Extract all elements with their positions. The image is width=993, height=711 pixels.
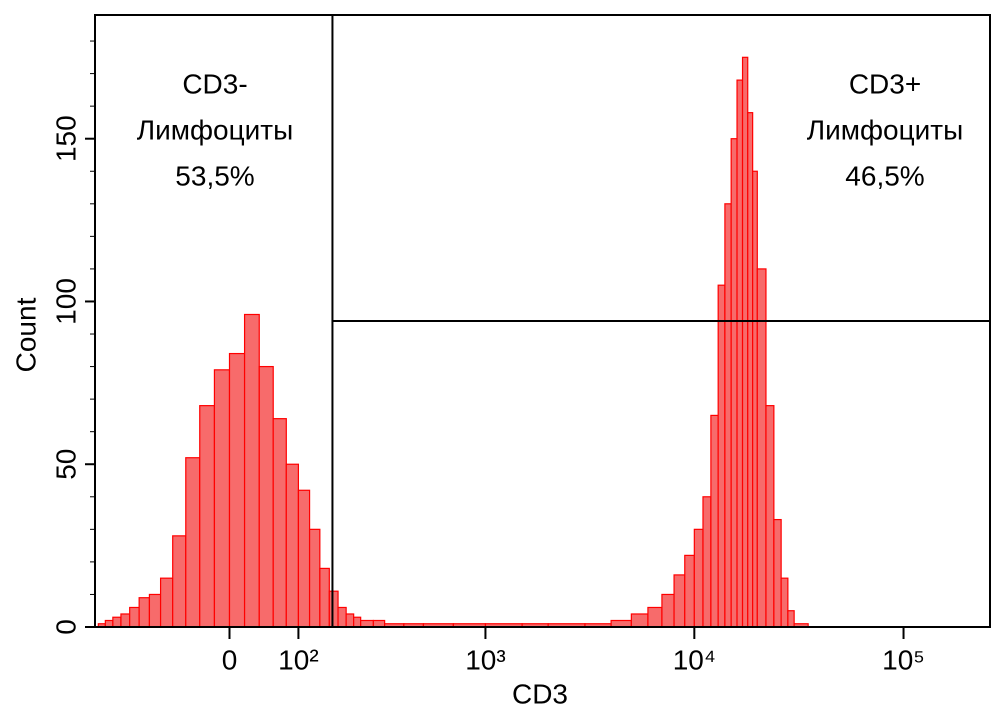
bar (730, 138, 738, 628)
annotation: Лимфоциты (137, 114, 294, 145)
y-axis-label: Count (10, 297, 41, 372)
y-tick-label: 150 (50, 115, 81, 162)
annotation: 53,5% (175, 160, 254, 191)
bar (661, 593, 675, 628)
bar (353, 616, 362, 628)
x-axis-label: CD3 (512, 678, 568, 709)
bar (747, 112, 754, 628)
bar (630, 613, 649, 628)
bar (185, 457, 201, 628)
bar (337, 606, 347, 628)
bar (285, 463, 300, 628)
bar (172, 535, 187, 628)
annotation: CD3+ (849, 68, 921, 99)
annotation: 46,5% (845, 160, 924, 191)
bar (148, 593, 162, 628)
bar (647, 606, 663, 628)
bar (752, 170, 758, 628)
bar (199, 405, 216, 628)
bar (710, 414, 719, 628)
bar (780, 577, 789, 628)
bar (112, 616, 122, 628)
bar (308, 528, 321, 628)
bar (129, 606, 140, 628)
annotation: CD3- (182, 68, 247, 99)
bar (773, 518, 782, 628)
bar (756, 268, 767, 628)
bar (673, 574, 686, 628)
bar (272, 418, 287, 628)
bar (724, 203, 732, 628)
annotation: Лимфоциты (807, 114, 964, 145)
bar (213, 369, 231, 628)
x-tick-label: 10³ (465, 644, 505, 675)
bar (159, 577, 174, 628)
x-tick-label: 10⁵ (882, 644, 925, 675)
bar (319, 567, 330, 628)
bar (765, 405, 775, 628)
bar (297, 489, 311, 628)
bar (328, 590, 339, 628)
x-tick-label: 0 (222, 644, 238, 675)
bar (684, 554, 695, 628)
bar (243, 313, 260, 628)
bar (693, 528, 704, 628)
bar (702, 496, 712, 628)
y-tick-label: 100 (50, 278, 81, 325)
bar (345, 613, 355, 628)
bar (228, 352, 246, 628)
x-tick-label: 10² (278, 644, 318, 675)
bar (717, 284, 726, 628)
bar (741, 56, 749, 628)
x-tick-label: 10⁴ (673, 644, 716, 675)
bar (787, 610, 795, 628)
bar (138, 597, 151, 628)
bar (736, 79, 744, 628)
y-tick-label: 50 (50, 449, 81, 480)
y-tick-label: 0 (50, 619, 81, 635)
bar (258, 365, 274, 628)
bar (120, 613, 131, 628)
